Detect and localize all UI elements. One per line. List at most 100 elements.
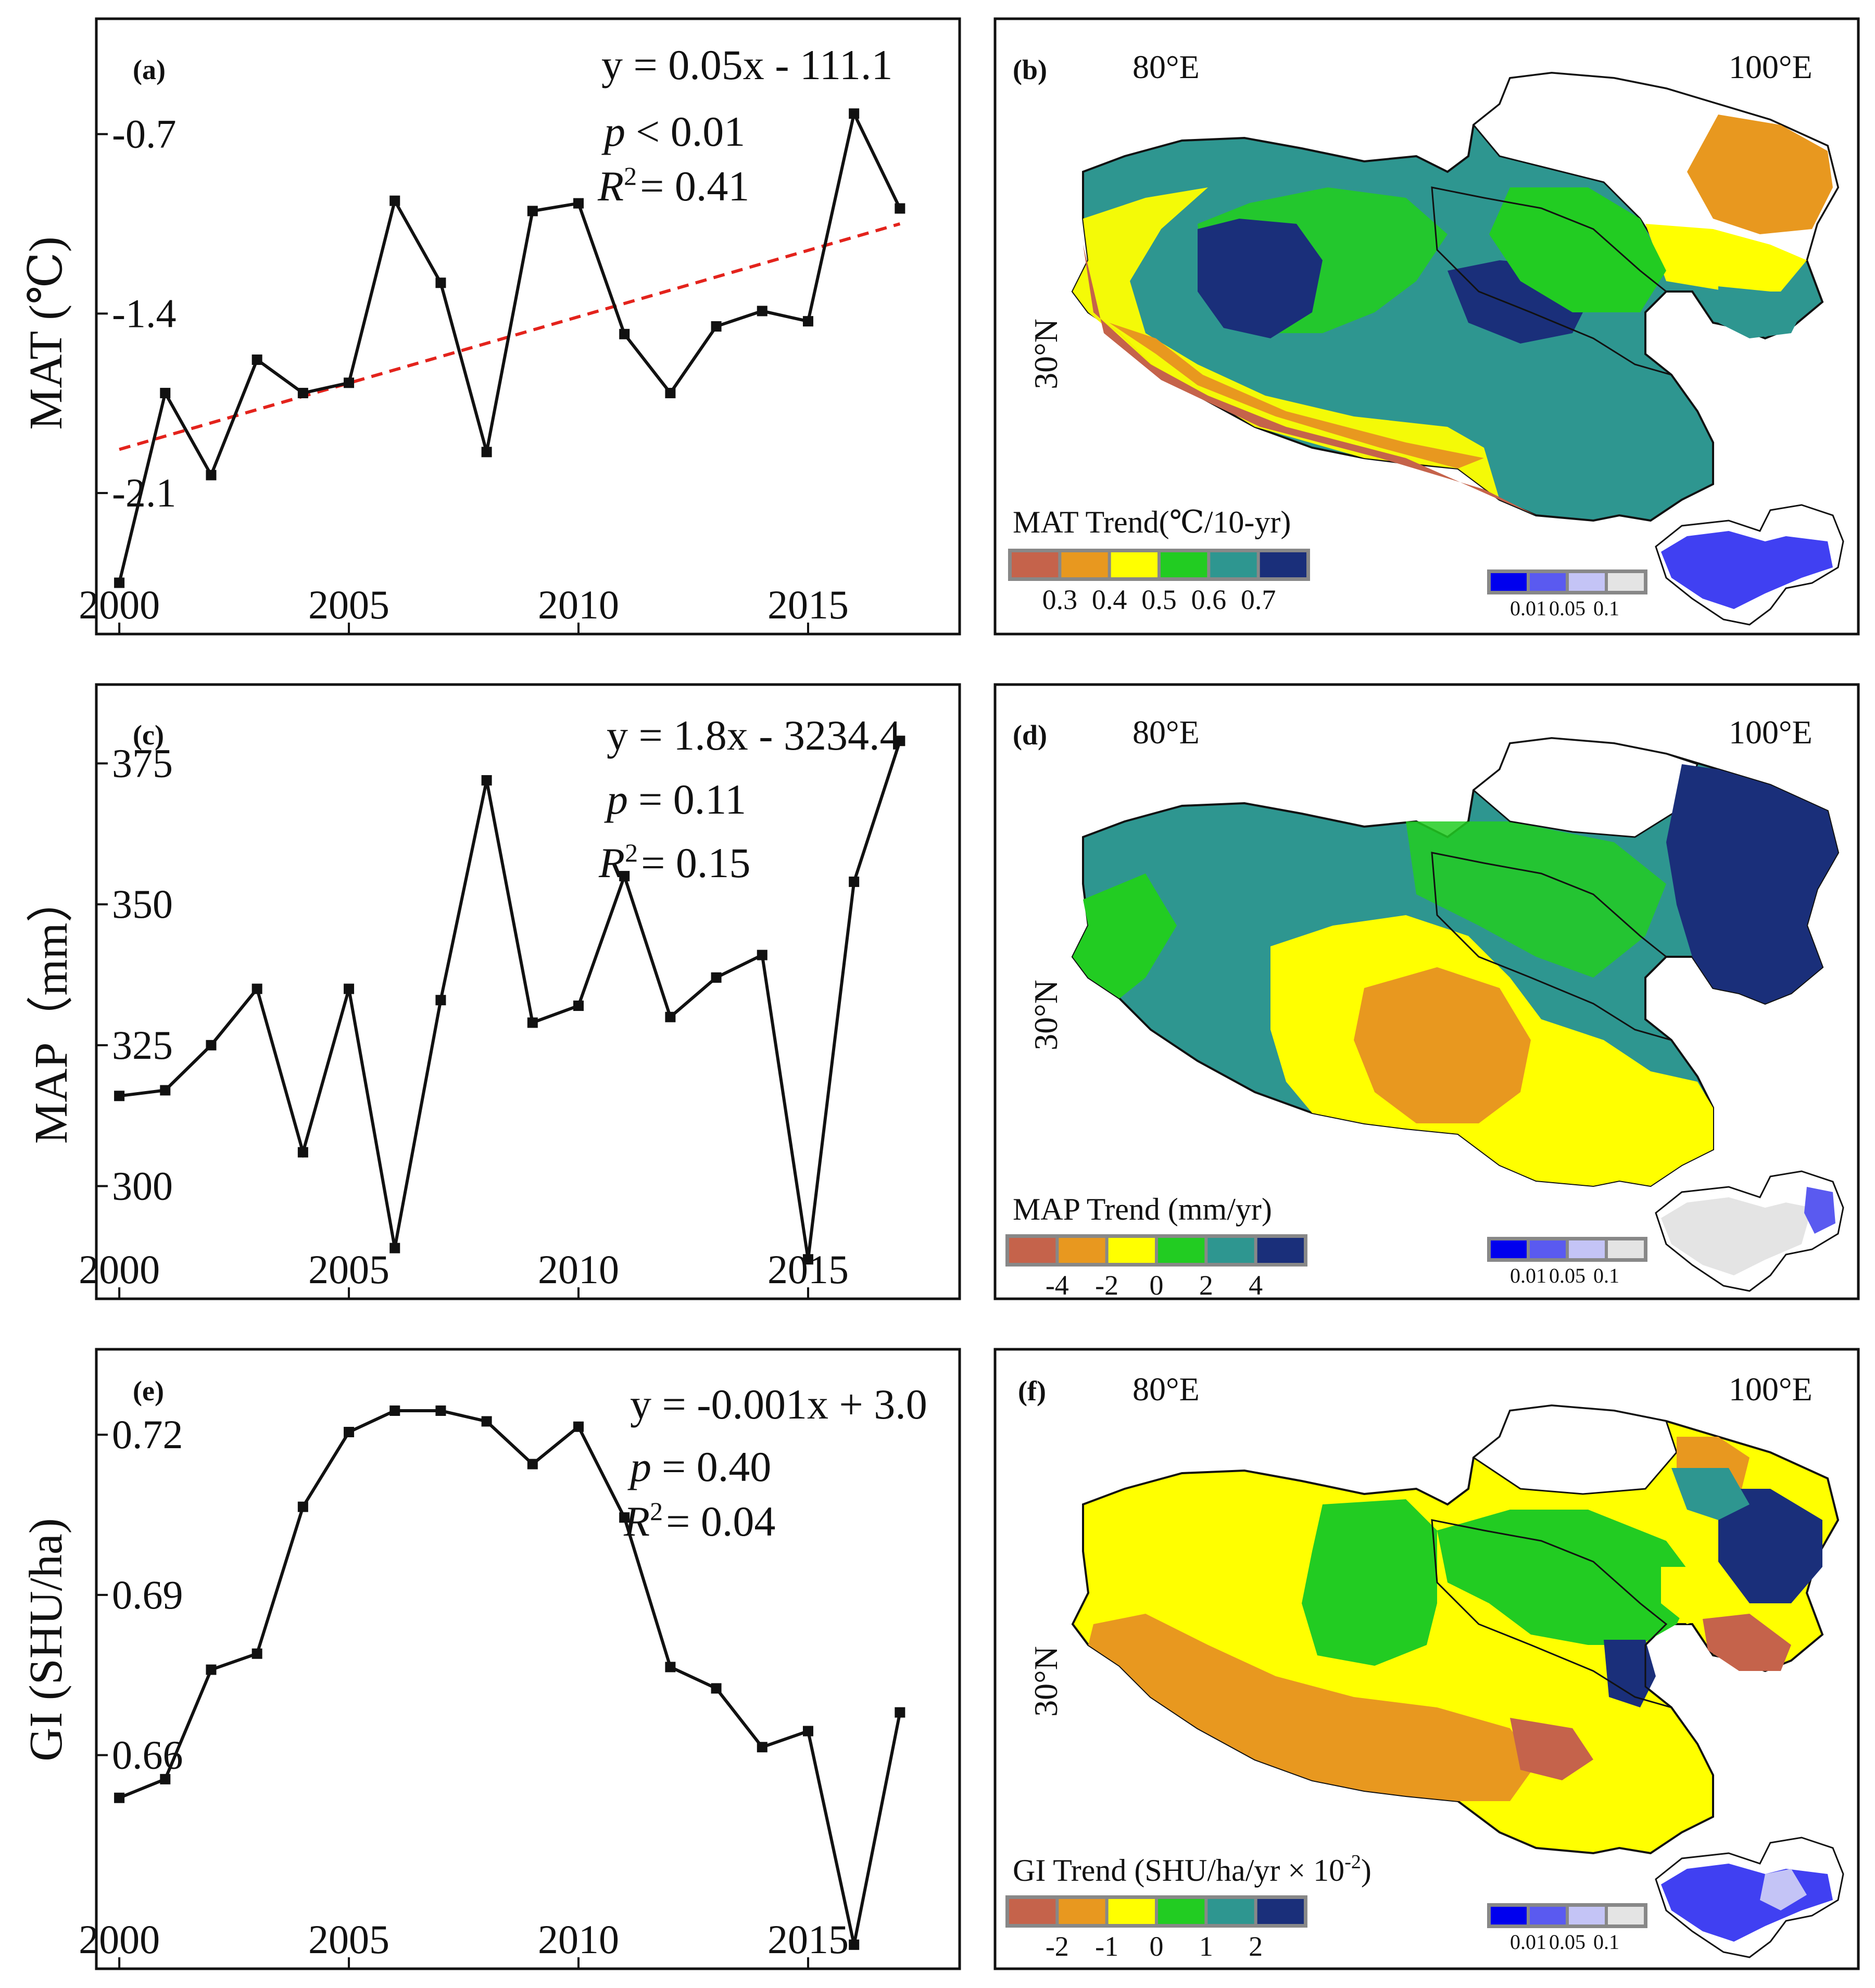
colorbar-swatch-d-0 — [1009, 1238, 1056, 1263]
data-point-c-2007 — [435, 995, 446, 1006]
data-point-c-2014 — [757, 949, 767, 960]
colorbar-tick-b-4: 0.7 — [1241, 584, 1276, 615]
p-symbol-e: p — [627, 1443, 651, 1490]
colorbar-tick-d-0: -4 — [1046, 1270, 1069, 1301]
legend-title-f-main: GI Trend (SHU/ha/yr × 10 — [1013, 1853, 1344, 1888]
map-panel-d: (d) 80°E 100°E 30°N MAP Trend (mm/yr) -4… — [993, 683, 1860, 1301]
r2-text-c: = 0.15 — [641, 839, 750, 887]
data-point-e-2011 — [619, 1512, 630, 1523]
sig-tick-b-1: 0.05 — [1549, 597, 1585, 620]
lon-label-right-d: 100°E — [1729, 714, 1813, 751]
zone-f-e-yellow — [1661, 1567, 1718, 1624]
mini-map-d-fill — [1661, 1197, 1812, 1275]
colorbar-swatch-b-1 — [1061, 552, 1108, 577]
zone-f-ne-navy — [1718, 1489, 1822, 1603]
zone-f-green-1 — [1302, 1499, 1437, 1666]
p-text-a: < 0.01 — [636, 108, 745, 155]
panel-label-e: (e) — [133, 1375, 164, 1407]
data-point-e-2017 — [895, 1707, 905, 1718]
colorbar-f: -2 -1 0 1 2 — [1005, 1895, 1307, 1962]
colorbar-swatch-b-5 — [1260, 552, 1306, 577]
data-point-e-2015 — [802, 1726, 813, 1737]
y-axis-label-e: GI (SHU/ha) — [20, 1518, 72, 1761]
zone-b-mid-green — [1489, 187, 1666, 312]
data-point-a-2009 — [527, 206, 538, 217]
p-value-a: p < 0.01 — [601, 108, 745, 155]
data-point-c-2002 — [206, 1040, 217, 1050]
y-axis-label-a: MAT (℃) — [20, 236, 72, 430]
data-point-e-2012 — [665, 1662, 676, 1673]
r2-symbol-a: R — [597, 162, 624, 210]
data-point-a-2010 — [573, 198, 584, 209]
x-tick-label-e-3: 2015 — [767, 1917, 849, 1962]
y-tick-label-e-0: 0.72 — [112, 1412, 183, 1457]
colorbar-swatch-b-2 — [1111, 552, 1157, 577]
colorbar-swatch-f-2 — [1108, 1899, 1155, 1924]
data-point-a-2003 — [251, 354, 262, 365]
sig-swatch-d-0 — [1491, 1240, 1527, 1258]
colorbar-tick-f-4: 2 — [1249, 1931, 1263, 1962]
sig-swatch-b-3 — [1608, 573, 1644, 591]
data-point-c-2003 — [251, 983, 262, 994]
lon-label-right-f: 100°E — [1729, 1371, 1813, 1408]
equation-c: y = 1.8x - 3234.4 — [607, 712, 901, 759]
chart-e-marks: 2000 2005 2010 2015 0.72 0.69 0.66 — [79, 1405, 905, 1969]
r2-exp-e: 2 — [650, 1497, 663, 1526]
data-point-a-2014 — [757, 306, 767, 316]
legend-title-f: GI Trend (SHU/ha/yr × 10-2) — [1013, 1851, 1371, 1888]
boundary-b-inner — [1431, 186, 1672, 376]
lat-label-d: 30°N — [1027, 980, 1064, 1050]
plateau-map-b — [1071, 71, 1840, 522]
zone-b-red — [1083, 245, 1536, 515]
lon-label-left-d: 80°E — [1132, 714, 1200, 751]
sig-swatch-b-2 — [1569, 573, 1605, 591]
data-point-e-2007 — [435, 1405, 446, 1416]
p-text-c: = 0.11 — [638, 776, 746, 823]
zone-d-w-green — [1073, 873, 1177, 998]
data-point-e-2014 — [757, 1742, 767, 1753]
colorbar-border-b — [1008, 549, 1310, 581]
colorbar-tick-b-0: 0.3 — [1042, 584, 1078, 615]
data-point-c-2009 — [527, 1017, 538, 1028]
data-point-c-2010 — [573, 1001, 584, 1011]
sig-legend-d: 0.01 0.05 0.1 — [1487, 1237, 1647, 1287]
p-value-e: p = 0.40 — [627, 1443, 771, 1490]
data-point-c-2004 — [297, 1147, 308, 1158]
zone-f-qaidam — [1472, 1404, 1678, 1495]
zone-f-ne-teal — [1671, 1468, 1750, 1520]
panel-label-d: (d) — [1013, 719, 1047, 751]
chart-panel-c: (c) MAP（mm） y = 1.8x - 3234.4 p = 0.11 R2… — [26, 683, 961, 1300]
chart-a-frame — [95, 17, 961, 636]
colorbar-tick-d-4: 4 — [1249, 1270, 1263, 1301]
data-point-a-2012 — [665, 388, 676, 399]
plateau-map-f — [1071, 1404, 1840, 1855]
panel-label-c: (c) — [133, 719, 164, 751]
chart-panel-e: (e) GI (SHU/ha) y = -0.001x + 3.0 p = 0.4… — [20, 1348, 961, 1970]
chart-e-frame — [95, 1348, 961, 1970]
data-point-c-2001 — [160, 1085, 171, 1096]
sig-tick-b-2: 0.1 — [1593, 597, 1619, 620]
data-point-c-2011 — [619, 871, 630, 882]
colorbar-swatch-f-3 — [1158, 1899, 1205, 1924]
data-point-c-2008 — [481, 775, 492, 786]
series-line-e — [118, 1409, 902, 1945]
zone-d-orange — [1354, 967, 1531, 1123]
sig-tick-f-1: 0.05 — [1549, 1930, 1585, 1954]
mini-map-f — [1655, 1837, 1844, 1958]
colorbar-swatch-d-1 — [1059, 1238, 1105, 1263]
sig-swatch-f-0 — [1491, 1907, 1527, 1924]
data-point-e-2008 — [481, 1416, 492, 1427]
colorbar-swatch-d-2 — [1108, 1238, 1155, 1263]
chart-a-marks: 2000 2005 2010 2015-0.7-1.4-2.1 — [79, 108, 905, 634]
p-text-e: = 0.40 — [662, 1443, 771, 1490]
data-point-c-2000 — [114, 1091, 125, 1101]
x-tick-label-e-0: 2000 — [79, 1917, 160, 1962]
sig-swatch-d-1 — [1530, 1240, 1566, 1258]
zone-b-ne-yellow — [1645, 224, 1807, 292]
sig-swatch-b-0 — [1491, 573, 1527, 591]
data-point-e-2016 — [849, 1939, 860, 1950]
data-point-c-2015 — [802, 1254, 813, 1265]
colorbar-b: 0.3 0.4 0.5 0.6 0.7 — [1008, 549, 1310, 615]
sig-tick-d-2: 0.1 — [1593, 1264, 1619, 1287]
